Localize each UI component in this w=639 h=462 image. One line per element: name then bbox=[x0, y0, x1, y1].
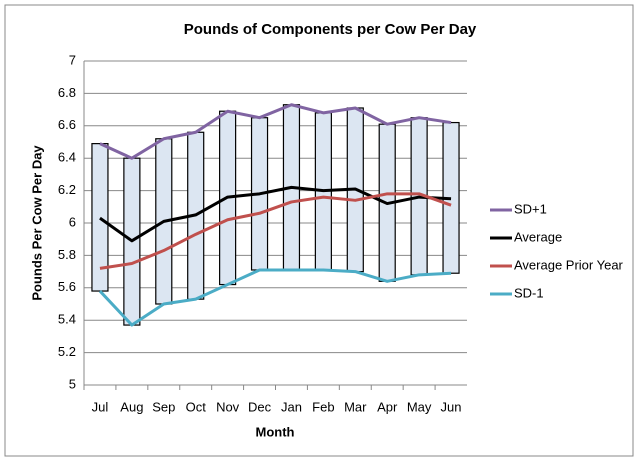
x-tick-label: Apr bbox=[377, 399, 398, 414]
y-tick-label: 5.8 bbox=[58, 247, 76, 262]
legend-label: SD+1 bbox=[514, 201, 547, 216]
series-line bbox=[99, 103, 452, 160]
series-line bbox=[99, 192, 452, 270]
legend-label: SD-1 bbox=[514, 285, 544, 300]
y-tick-label: 5.6 bbox=[58, 279, 76, 294]
legend-label: Average Prior Year bbox=[514, 257, 624, 272]
x-axis-title: Month bbox=[256, 424, 295, 439]
x-tick-label: Sep bbox=[152, 399, 175, 414]
series-line bbox=[99, 185, 452, 243]
y-tick-label: 6.4 bbox=[58, 150, 76, 165]
series-line bbox=[98, 268, 452, 327]
y-tick-label: 6 bbox=[69, 214, 76, 229]
x-tick-label: Jul bbox=[92, 399, 109, 414]
y-tick-label: 6.6 bbox=[58, 117, 76, 132]
x-tick-label: Mar bbox=[344, 399, 367, 414]
x-tick-label: Aug bbox=[120, 399, 143, 414]
x-tick-label: Dec bbox=[248, 399, 272, 414]
x-tick-label: Feb bbox=[312, 399, 334, 414]
legend-label: Average bbox=[514, 229, 562, 244]
x-tick-label: Nov bbox=[216, 399, 240, 414]
chart-title: Pounds of Components per Cow Per Day bbox=[184, 21, 477, 38]
x-tick-label: Jun bbox=[441, 399, 462, 414]
y-axis-title: Pounds Per Cow Per Day bbox=[29, 145, 44, 301]
y-tick-label: 5.4 bbox=[58, 312, 76, 327]
x-tick-label: Jan bbox=[281, 399, 302, 414]
y-tick-label: 5 bbox=[69, 376, 76, 391]
y-tick-label: 6.2 bbox=[58, 182, 76, 197]
y-tick-label: 6.8 bbox=[58, 85, 76, 100]
x-tick-label: May bbox=[407, 399, 432, 414]
x-tick-label: Oct bbox=[186, 399, 207, 414]
y-tick-label: 5.2 bbox=[58, 344, 76, 359]
y-tick-label: 7 bbox=[69, 52, 76, 67]
